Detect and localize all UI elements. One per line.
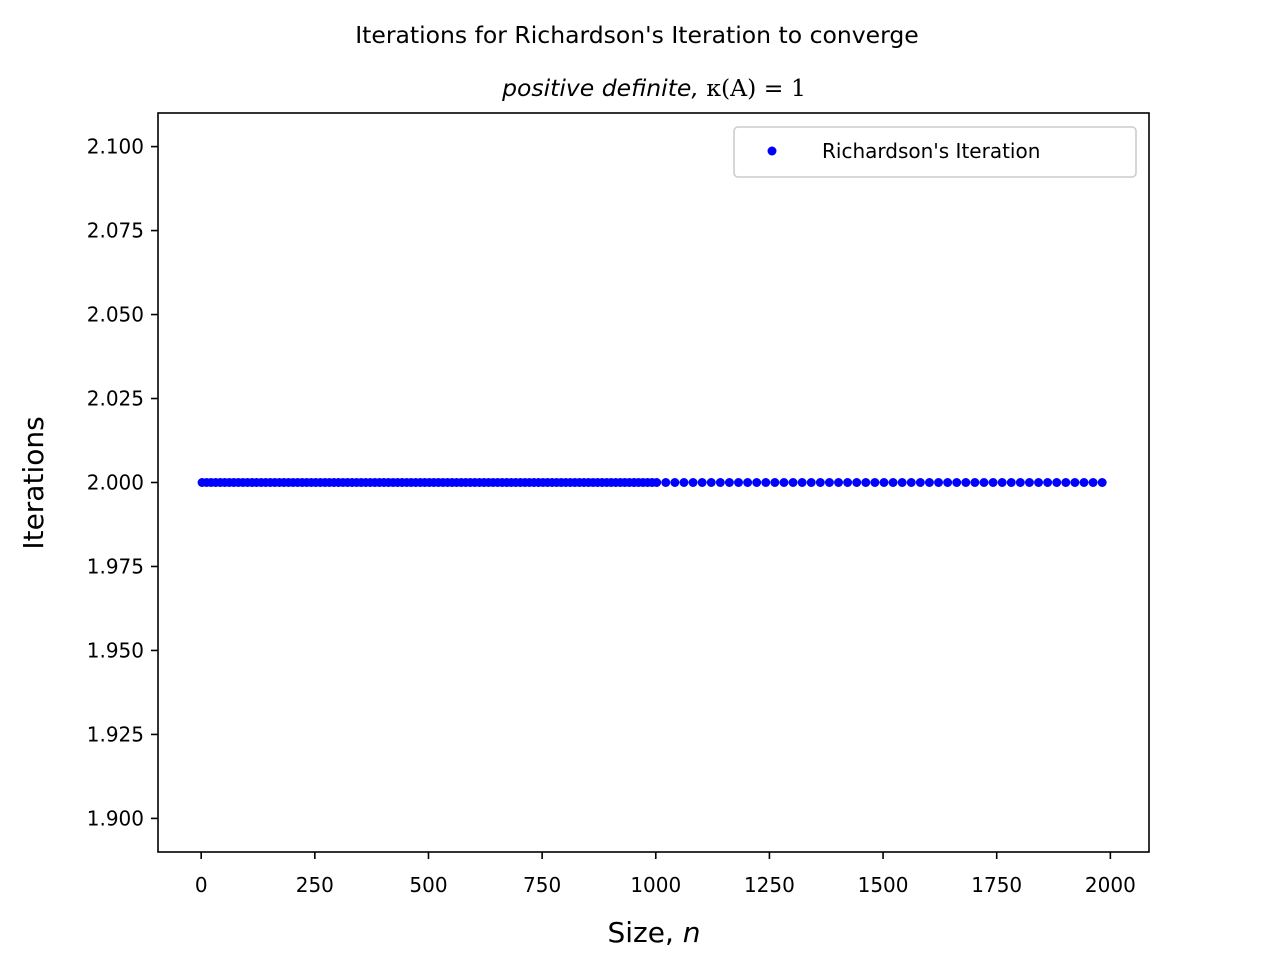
y-axis: 1.900 1.925 1.950 1.975 2.000 2.025 2.050 2.075… — [87, 135, 158, 830]
data-point — [734, 478, 744, 487]
x-tick-label: 750 — [523, 873, 561, 897]
data-point — [834, 478, 844, 487]
data-point — [970, 478, 980, 487]
legend: Richardson's Iteration — [733, 126, 1137, 178]
chart-title: Iterations for Richardson's Iteration to… — [355, 21, 919, 49]
data-point — [688, 478, 698, 487]
data-point — [988, 478, 998, 487]
data-point — [888, 478, 898, 487]
data-point — [752, 478, 762, 487]
data-point — [1079, 478, 1089, 487]
data-point — [843, 478, 853, 487]
chart-subtitle-prefix: positive definite, — [501, 74, 706, 102]
chart-subtitle-math: κ(A) = 1 — [706, 74, 806, 102]
data-point — [924, 478, 934, 487]
x-axis: 0 250 500 750 1000 1250 1500 1750 2000 — [195, 852, 1136, 897]
data-point — [943, 478, 953, 487]
data-point — [997, 478, 1007, 487]
x-axis-label: Size, n — [607, 916, 700, 949]
y-tick-label: 1.925 — [87, 722, 144, 746]
data-point — [915, 478, 925, 487]
y-tick-label: 1.975 — [87, 554, 144, 578]
data-point — [897, 478, 907, 487]
legend-marker — [767, 146, 777, 156]
y-tick-label: 2.050 — [87, 303, 144, 327]
x-tick-label: 1000 — [630, 873, 681, 897]
data-point — [1097, 478, 1107, 487]
x-tick-label: 0 — [195, 873, 208, 897]
x-tick-label: 1250 — [744, 873, 795, 897]
data-point — [788, 478, 798, 487]
x-tick-label: 250 — [296, 873, 334, 897]
x-axis-label-text: Size, — [607, 916, 682, 949]
data-point — [1015, 478, 1025, 487]
data-point — [870, 478, 880, 487]
data-point — [952, 478, 962, 487]
data-point — [1043, 478, 1053, 487]
data-point — [1061, 478, 1071, 487]
data-point — [797, 478, 807, 487]
y-tick-label: 2.075 — [87, 219, 144, 243]
data-point — [815, 478, 825, 487]
x-tick-label: 500 — [409, 873, 447, 897]
chart-subtitle: positive definite, κ(A) = 1 — [501, 74, 806, 102]
series-richardson — [197, 478, 1107, 487]
x-tick-label: 1750 — [971, 873, 1022, 897]
data-point — [879, 478, 889, 487]
legend-frame — [733, 126, 1137, 178]
plot-area — [197, 478, 1107, 487]
data-point — [661, 478, 671, 487]
data-point — [779, 478, 789, 487]
x-axis-label-math: n — [683, 916, 701, 949]
legend-label: Richardson's Iteration — [822, 139, 1040, 163]
data-point — [824, 478, 834, 487]
data-point — [852, 478, 862, 487]
data-point — [934, 478, 944, 487]
y-tick-label: 2.000 — [87, 471, 144, 495]
data-point — [1070, 478, 1080, 487]
data-point — [806, 478, 816, 487]
data-point — [1052, 478, 1062, 487]
data-point — [1034, 478, 1044, 487]
data-point — [706, 478, 716, 487]
data-point — [743, 478, 753, 487]
y-axis-label: Iterations — [17, 416, 50, 549]
data-point — [715, 478, 725, 487]
data-point — [1024, 478, 1034, 487]
data-point — [770, 478, 780, 487]
x-tick-label: 2000 — [1085, 873, 1136, 897]
data-point — [697, 478, 707, 487]
y-tick-label: 1.900 — [87, 806, 144, 830]
data-point — [906, 478, 916, 487]
data-point — [1088, 478, 1098, 487]
data-point — [961, 478, 971, 487]
y-tick-label: 2.100 — [87, 135, 144, 159]
y-tick-label: 1.950 — [87, 638, 144, 662]
data-point — [724, 478, 734, 487]
data-point — [1006, 478, 1016, 487]
data-point — [652, 478, 662, 487]
data-point — [979, 478, 989, 487]
data-point — [670, 478, 680, 487]
data-point — [861, 478, 871, 487]
y-tick-label: 2.025 — [87, 387, 144, 411]
x-tick-label: 1500 — [858, 873, 909, 897]
data-point — [761, 478, 771, 487]
data-point — [679, 478, 689, 487]
